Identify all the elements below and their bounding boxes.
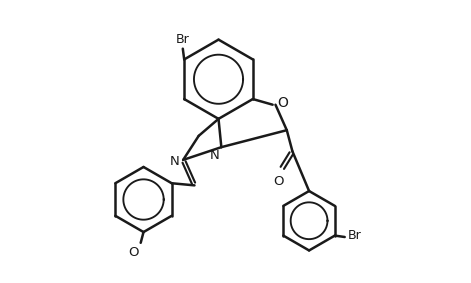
Text: O: O: [277, 96, 288, 110]
Text: N: N: [210, 149, 220, 162]
Text: Br: Br: [348, 229, 361, 242]
Text: N: N: [170, 155, 180, 168]
Text: Br: Br: [176, 33, 190, 46]
Text: O: O: [128, 246, 138, 259]
Text: O: O: [274, 175, 284, 188]
